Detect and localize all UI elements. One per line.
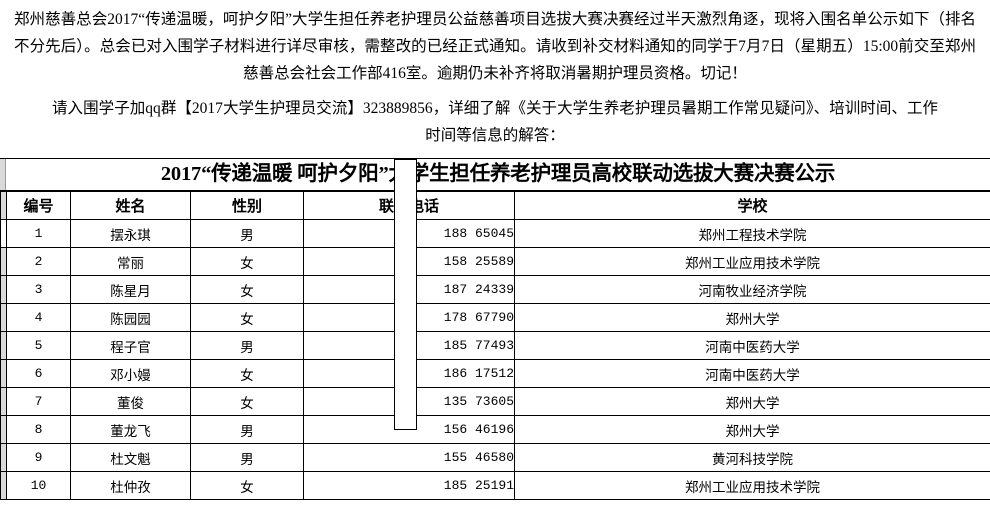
cell-name[interactable]: 杜文魁 xyxy=(70,443,191,472)
cell-phone[interactable]: 178 67790 xyxy=(303,303,515,332)
cell-phone[interactable]: 185 25191 xyxy=(303,471,515,500)
cell-name[interactable]: 陈园园 xyxy=(70,303,191,332)
cell-phone[interactable]: 158 25589 xyxy=(303,247,515,276)
cell-school[interactable]: 郑州大学 xyxy=(514,415,990,444)
cell-phone[interactable]: 186 17512 xyxy=(303,359,515,388)
cell-name[interactable]: 常丽 xyxy=(70,247,191,276)
cell-sex[interactable]: 女 xyxy=(190,359,304,388)
table-row[interactable]: 6 邓小嫚 女 186 17512 河南中医药大学 xyxy=(0,359,990,388)
cell-sex[interactable]: 女 xyxy=(190,387,304,416)
cell-sex[interactable]: 女 xyxy=(190,247,304,276)
cell-school[interactable]: 河南牧业经济学院 xyxy=(514,275,990,304)
cell-name[interactable]: 陈星月 xyxy=(70,275,191,304)
notice-paragraph-2: 请入围学子加qq群【2017大学生护理员交流】323889856，详细了解《关于… xyxy=(52,100,938,144)
cell-id[interactable]: 8 xyxy=(6,415,71,444)
sheet-title: 2017“传递温暖 呵护夕阳”大学生担任养老护理员高校联动选拔大赛决赛公示 xyxy=(160,163,836,185)
cell-id[interactable]: 1 xyxy=(6,219,71,248)
cell-school[interactable]: 河南中医药大学 xyxy=(514,331,990,360)
cell-phone[interactable]: 156 46196 xyxy=(303,415,515,444)
cell-id[interactable]: 6 xyxy=(6,359,71,388)
cell-sex[interactable]: 女 xyxy=(190,303,304,332)
cell-sex[interactable]: 男 xyxy=(190,331,304,360)
cell-id[interactable]: 9 xyxy=(6,443,71,472)
cell-phone[interactable]: 155 46580 xyxy=(303,443,515,472)
cell-id[interactable]: 2 xyxy=(6,247,71,276)
cell-sex[interactable]: 女 xyxy=(190,471,304,500)
cell-sex[interactable]: 男 xyxy=(190,415,304,444)
cell-school[interactable]: 郑州工业应用技术学院 xyxy=(514,471,990,500)
column-header-school[interactable]: 学校 xyxy=(514,191,990,220)
cell-sex[interactable]: 男 xyxy=(190,219,304,248)
cell-school[interactable]: 郑州工业应用技术学院 xyxy=(514,247,990,276)
notice-block: 郑州慈善总会2017“传递温暖，呵护夕阳”大学生担任养老护理员公益慈善项目选拔大… xyxy=(0,0,990,149)
table-row[interactable]: 1 摆永琪 男 188 65045 郑州工程技术学院 xyxy=(0,219,990,248)
cell-name[interactable]: 杜仲孜 xyxy=(70,471,191,500)
cell-name[interactable]: 程子官 xyxy=(70,331,191,360)
cell-sex[interactable]: 男 xyxy=(190,443,304,472)
cell-id[interactable]: 10 xyxy=(6,471,71,500)
cell-id[interactable]: 3 xyxy=(6,275,71,304)
table-row[interactable]: 9 杜文魁 男 155 46580 黄河科技学院 xyxy=(0,443,990,472)
spreadsheet-area: 2017“传递温暖 呵护夕阳”大学生担任养老护理员高校联动选拔大赛决赛公示 编号… xyxy=(0,158,990,500)
cell-school[interactable]: 河南中医药大学 xyxy=(514,359,990,388)
table-row[interactable]: 2 常丽 女 158 25589 郑州工业应用技术学院 xyxy=(0,247,990,276)
cell-id[interactable]: 4 xyxy=(6,303,71,332)
column-header-name[interactable]: 姓名 xyxy=(70,191,191,220)
cell-name[interactable]: 董龙飞 xyxy=(70,415,191,444)
table-header: 编号 姓名 性别 联系电话 学校 xyxy=(0,191,990,220)
sheet-title-row: 2017“传递温暖 呵护夕阳”大学生担任养老护理员高校联动选拔大赛决赛公示 xyxy=(0,158,990,191)
row-gutter-title[interactable] xyxy=(0,159,6,190)
table-body: 1 摆永琪 男 188 65045 郑州工程技术学院 2 常丽 女 158 25… xyxy=(0,219,990,500)
table-row[interactable]: 5 程子官 男 185 77493 河南中医药大学 xyxy=(0,331,990,360)
roster-table: 编号 姓名 性别 联系电话 学校 1 摆永琪 男 188 65045 郑州工程技… xyxy=(0,191,990,500)
table-row[interactable]: 8 董龙飞 男 156 46196 郑州大学 xyxy=(0,415,990,444)
notice-paragraph-1: 郑州慈善总会2017“传递温暖，呵护夕阳”大学生担任养老护理员公益慈善项目选拔大… xyxy=(14,11,976,82)
cell-name[interactable]: 摆永琪 xyxy=(70,219,191,248)
column-header-phone[interactable]: 联系电话 xyxy=(303,191,515,220)
table-row[interactable]: 4 陈园园 女 178 67790 郑州大学 xyxy=(0,303,990,332)
column-header-sex[interactable]: 性别 xyxy=(190,191,304,220)
cell-school[interactable]: 郑州工程技术学院 xyxy=(514,219,990,248)
cell-name[interactable]: 邓小嫚 xyxy=(70,359,191,388)
cell-sex[interactable]: 女 xyxy=(190,275,304,304)
cell-school[interactable]: 黄河科技学院 xyxy=(514,443,990,472)
cell-school[interactable]: 郑州大学 xyxy=(514,303,990,332)
cell-phone[interactable]: 188 65045 xyxy=(303,219,515,248)
table-row[interactable]: 7 董俊 女 135 73605 郑州大学 xyxy=(0,387,990,416)
column-header-id[interactable]: 编号 xyxy=(6,191,71,220)
table-row[interactable]: 3 陈星月 女 187 24339 河南牧业经济学院 xyxy=(0,275,990,304)
cell-name[interactable]: 董俊 xyxy=(70,387,191,416)
cell-phone[interactable]: 187 24339 xyxy=(303,275,515,304)
cell-id[interactable]: 7 xyxy=(6,387,71,416)
header-row: 编号 姓名 性别 联系电话 学校 xyxy=(0,191,990,220)
cell-phone[interactable]: 185 77493 xyxy=(303,331,515,360)
cell-id[interactable]: 5 xyxy=(6,331,71,360)
cell-school[interactable]: 郑州大学 xyxy=(514,387,990,416)
cell-phone[interactable]: 135 73605 xyxy=(303,387,515,416)
table-row[interactable]: 10 杜仲孜 女 185 25191 郑州工业应用技术学院 xyxy=(0,471,990,500)
